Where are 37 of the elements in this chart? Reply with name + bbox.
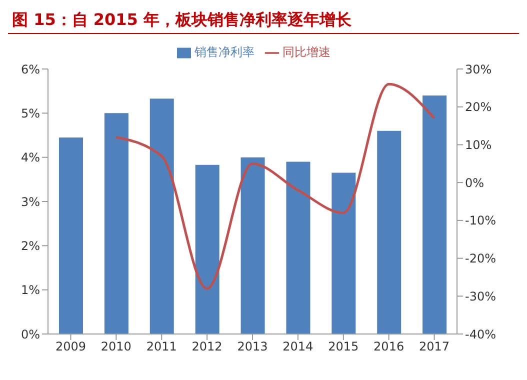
- x-tick-label: 2013: [237, 340, 268, 354]
- y2-tick-label: 0%: [465, 176, 484, 190]
- x-tick-label: 2015: [328, 340, 359, 354]
- bar: [59, 137, 83, 334]
- y-tick-label: 5%: [20, 106, 40, 120]
- x-tick-label: 2012: [192, 340, 222, 354]
- x-tick-label: 2017: [419, 340, 450, 354]
- y2-tick-label: -30%: [465, 289, 496, 304]
- y-tick-label: 3%: [20, 194, 40, 209]
- bar: [422, 96, 447, 334]
- legend-label: 同比增速: [282, 45, 330, 59]
- bar: [150, 98, 174, 334]
- y-tick-label: 1%: [20, 283, 40, 298]
- x-tick-label: 2016: [374, 340, 404, 354]
- legend-label: 销售净利率: [194, 45, 254, 59]
- y2-tick-label: 20%: [465, 100, 492, 114]
- bar: [195, 164, 220, 334]
- y-tick-label: 4%: [20, 150, 40, 165]
- x-tick-label: 2010: [100, 340, 132, 354]
- bar: [104, 113, 128, 334]
- x-tick-label: 2014: [282, 340, 314, 354]
- bar: [286, 162, 310, 334]
- bar: [332, 172, 356, 334]
- y2-tick-label: -10%: [465, 214, 496, 228]
- y-tick-label: 2%: [20, 238, 40, 253]
- y2-tick-label: -40%: [465, 327, 496, 342]
- y2-tick-label: 30%: [465, 62, 492, 76]
- bar: [377, 130, 402, 334]
- y2-tick-label: 10%: [465, 138, 492, 152]
- bar: [240, 157, 265, 334]
- line-series: [114, 82, 436, 290]
- chart-title: 图 15：自 2015 年，板块销售净利率逐年增长: [8, 8, 519, 34]
- x-tick-label: 2011: [146, 340, 177, 354]
- y-tick-label: 0%: [20, 327, 40, 342]
- y2-tick-label: -20%: [465, 252, 496, 266]
- x-tick-label: 2009: [55, 340, 86, 354]
- y-tick-label: 6%: [20, 62, 40, 76]
